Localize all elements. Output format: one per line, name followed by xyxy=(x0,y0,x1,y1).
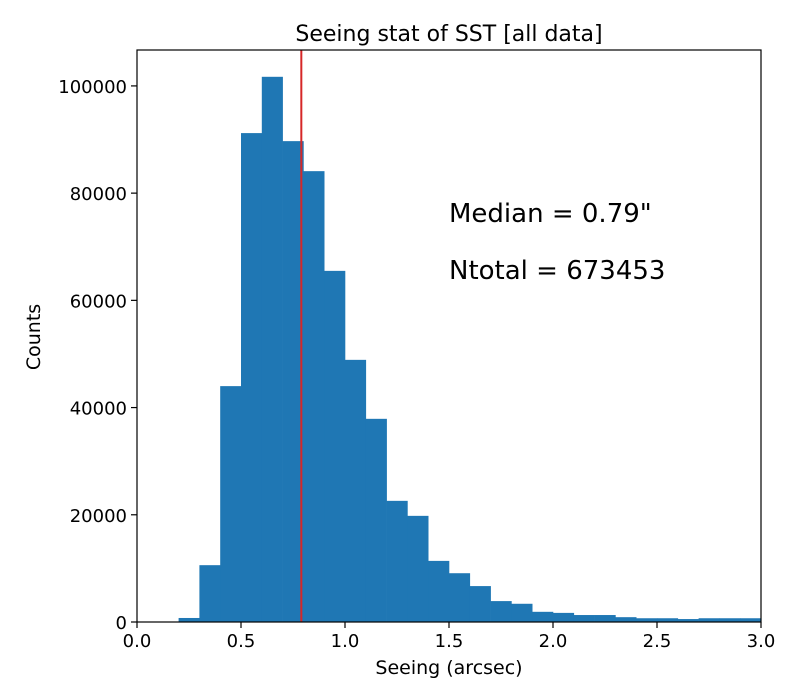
y-tick-label: 100000 xyxy=(58,77,127,98)
histogram-bar xyxy=(365,418,387,622)
histogram-bar xyxy=(345,359,367,622)
x-tick-label: 0.5 xyxy=(227,631,256,652)
y-axis-label: Counts xyxy=(23,304,45,370)
histogram-bar xyxy=(490,601,512,622)
ntotal-annotation: Ntotal = 673453 xyxy=(449,256,665,286)
chart-title: Seeing stat of SST [all data] xyxy=(295,22,602,47)
histogram-bar xyxy=(449,573,471,622)
histogram-bar xyxy=(615,617,637,622)
x-tick-label: 1.0 xyxy=(331,631,360,652)
histogram-bar xyxy=(698,618,720,622)
y-tick-label: 60000 xyxy=(70,291,127,312)
histogram-bar xyxy=(324,270,346,622)
histogram-bar xyxy=(532,611,554,622)
y-tick-label: 80000 xyxy=(70,184,127,205)
histogram-bar xyxy=(428,560,450,622)
histogram-bar xyxy=(261,76,283,622)
histogram-bar xyxy=(573,615,595,622)
x-tick-label: 2.5 xyxy=(643,631,672,652)
histogram-bar xyxy=(303,171,325,622)
histogram-bar xyxy=(407,515,429,622)
histogram-bar xyxy=(740,618,762,622)
median-annotation: Median = 0.79" xyxy=(449,199,652,229)
histogram-bar xyxy=(220,386,242,622)
y-tick-label: 0 xyxy=(116,613,127,634)
histogram-bar xyxy=(511,603,533,622)
histogram-bar xyxy=(677,619,699,622)
histogram-bar xyxy=(553,612,575,622)
histogram-bar xyxy=(657,618,679,622)
y-tick-label: 20000 xyxy=(70,506,127,527)
x-axis-label: Seeing (arcsec) xyxy=(375,657,522,679)
histogram-bar xyxy=(636,618,658,622)
histogram-bar xyxy=(469,586,491,622)
x-tick-label: 3.0 xyxy=(747,631,776,652)
histogram-bar xyxy=(282,141,304,622)
x-tick-label: 0.0 xyxy=(123,631,152,652)
histogram-bar xyxy=(241,133,263,623)
y-tick-label: 40000 xyxy=(70,399,127,420)
histogram-bar xyxy=(178,617,200,622)
x-tick-label: 1.5 xyxy=(435,631,464,652)
x-tick-label: 2.0 xyxy=(539,631,568,652)
histogram-bar xyxy=(594,615,616,622)
histogram-bar xyxy=(386,500,408,622)
histogram-bar xyxy=(199,565,221,622)
histogram-bar xyxy=(719,618,741,622)
